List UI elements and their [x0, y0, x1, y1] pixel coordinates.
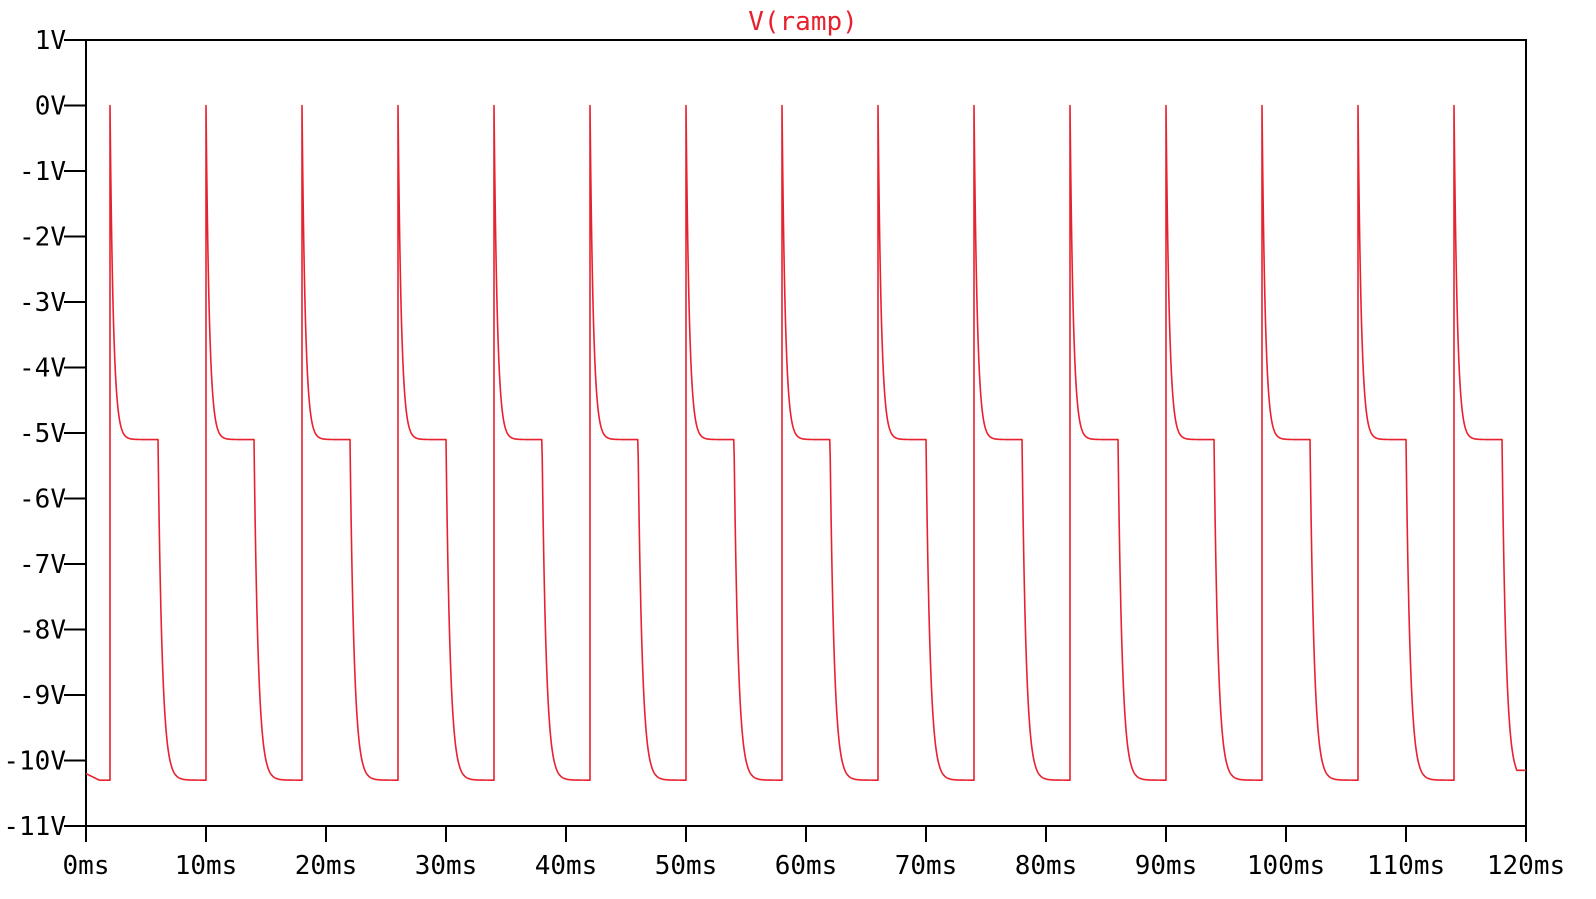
y-tick-label: -5V [19, 419, 66, 449]
x-tick-label: 120ms [1487, 851, 1565, 881]
y-tick-label: -1V [19, 157, 66, 187]
y-tick-label: -4V [19, 354, 66, 384]
y-tick-label: -11V [3, 812, 66, 842]
chart-title: V(ramp) [748, 7, 858, 37]
y-axis: 1V 0V -1V -2V -3V -4V -5V -6V -7V -8V -9V -10V -11V [3, 26, 86, 842]
x-tick-label: 60ms [775, 851, 838, 881]
x-tick-label: 30ms [415, 851, 478, 881]
y-tick-label: 0V [35, 92, 66, 122]
x-tick-label: 80ms [1015, 851, 1078, 881]
y-tick-label: 1V [35, 26, 66, 56]
x-tick-label: 20ms [295, 851, 358, 881]
y-tick-label: -9V [19, 681, 66, 711]
series-line-v-ramp [85, 104, 1527, 781]
x-tick-label: 90ms [1135, 851, 1198, 881]
x-axis: 0ms 10ms 20ms 30ms 40ms 50ms 60ms 70ms 80ms 90ms 1… [63, 826, 1565, 881]
y-tick-label: -6V [19, 485, 66, 515]
x-tick-label: 110ms [1367, 851, 1445, 881]
y-tick-label: -7V [19, 550, 66, 580]
x-tick-label: 0ms [63, 851, 110, 881]
x-tick-label: 100ms [1247, 851, 1325, 881]
y-tick-label: -8V [19, 616, 66, 646]
y-tick-label: -2V [19, 223, 66, 253]
y-tick-label: -3V [19, 288, 66, 318]
x-tick-label: 70ms [895, 851, 958, 881]
x-tick-label: 40ms [535, 851, 598, 881]
x-tick-label: 10ms [175, 851, 238, 881]
x-tick-label: 50ms [655, 851, 718, 881]
y-tick-label: -10V [3, 747, 66, 777]
